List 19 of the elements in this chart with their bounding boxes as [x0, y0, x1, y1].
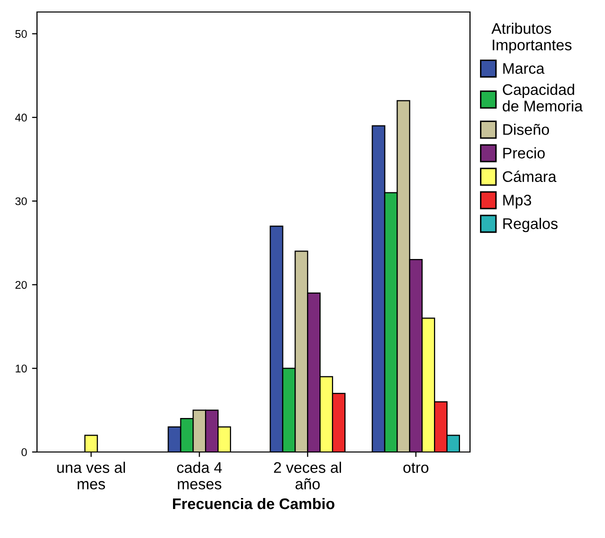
y-tick-label: 0 — [22, 448, 27, 456]
x-tick-label: otro — [403, 462, 428, 473]
legend-title: Atributos Importantes — [491, 22, 572, 54]
x-tick-label: 2 veces al año — [274, 462, 341, 490]
y-tick-label: 50 — [15, 30, 27, 38]
x-tick-label: una ves al mes — [57, 462, 125, 490]
y-tick-label: 30 — [15, 197, 27, 206]
legend-label: Precio — [503, 147, 545, 158]
y-tick-label: 20 — [15, 280, 27, 289]
x-axis-title: Frecuencia de Cambio — [173, 498, 334, 510]
legend-label: Mp3 — [503, 194, 532, 209]
legend-label: Marca — [503, 63, 545, 74]
legend-label: Regalos — [503, 218, 558, 232]
legend-label: Capacidad de Memoria — [502, 84, 583, 112]
legend-label: Cámara — [502, 170, 556, 182]
x-tick-label: cada 4 meses — [177, 462, 222, 490]
legend-label: Diseño — [503, 124, 549, 135]
y-tick-label: 10 — [16, 364, 27, 372]
y-tick-label: 40 — [15, 114, 27, 122]
